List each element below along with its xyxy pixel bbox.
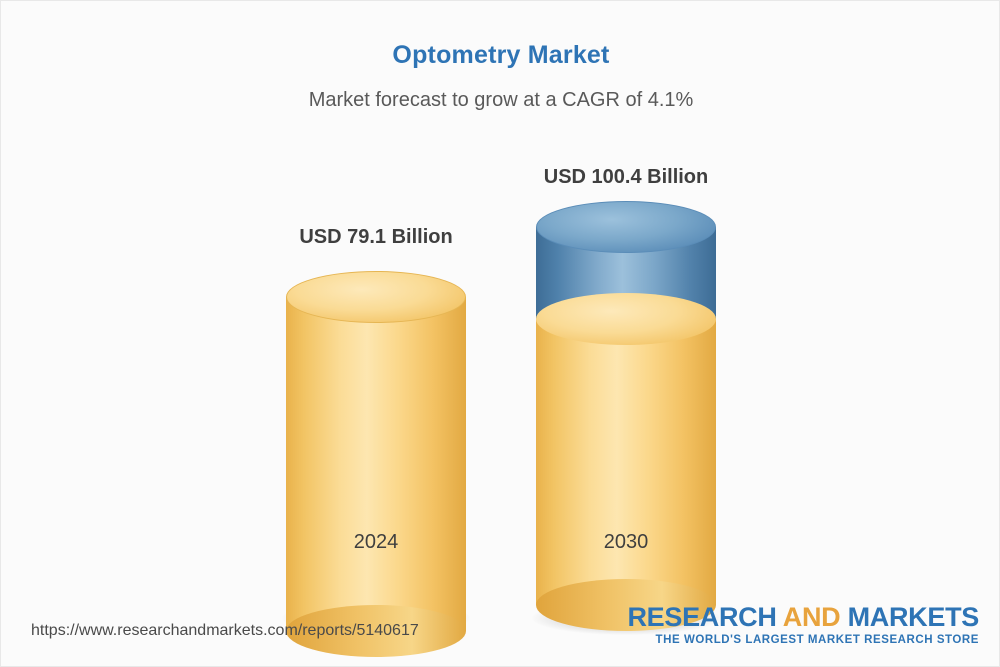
bar-value-label-2024: USD 79.1 Billion (299, 226, 453, 248)
cylinder-base-body-2030 (536, 319, 716, 605)
source-url[interactable]: https://www.researchandmarkets.com/repor… (31, 622, 419, 639)
cylinder-2030 (536, 201, 716, 631)
cylinder-body-2024 (286, 297, 466, 631)
page-subtitle: Market forecast to grow at a CAGR of 4.1… (308, 89, 694, 111)
cylinder-2024 (286, 271, 466, 657)
bar-group-2030: USD 100.4 Billion 2030 (526, 131, 726, 635)
logo-and-text: AND (782, 601, 841, 632)
page-title: Optometry Market (392, 41, 610, 69)
cylinder-top-2030 (536, 201, 716, 253)
logo-wordmark: RESEARCH AND MARKETS (627, 601, 980, 632)
logo-markets-text: MARKETS (840, 601, 980, 632)
bar-chart: USD 79.1 Billion 2024 USD 100.4 Billion (1, 131, 999, 657)
logo: RESEARCH AND MARKETS THE WORLD'S LARGEST… (627, 601, 980, 646)
bar-value-label-2030: USD 100.4 Billion (543, 166, 709, 188)
bar-category-label-2024: 2024 (353, 531, 399, 553)
cylinder-top-2024 (286, 271, 466, 323)
logo-tagline: THE WORLD'S LARGEST MARKET RESEARCH STOR… (655, 634, 979, 646)
logo-research-text: RESEARCH (627, 601, 783, 632)
cylinder-divider-2030 (536, 293, 716, 345)
bar-group-2024: USD 79.1 Billion 2024 (276, 131, 476, 657)
cylinder-bottom-2030 (536, 579, 716, 631)
bar-category-label-2030: 2030 (603, 531, 649, 553)
cylinder-base-2024 (286, 605, 466, 657)
